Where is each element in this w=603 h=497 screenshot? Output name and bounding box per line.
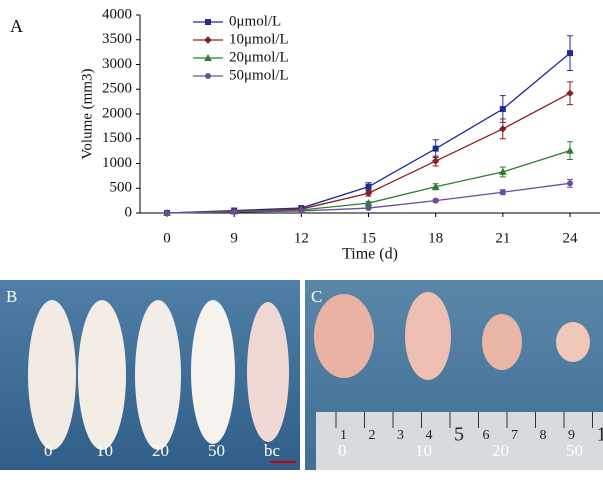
marker	[299, 209, 304, 214]
legend-label: 20μmol/L	[229, 49, 289, 65]
photo-label: bc	[264, 441, 281, 460]
ruler-number: 4	[426, 428, 433, 443]
tumor	[314, 294, 374, 378]
photo-label: 10	[96, 441, 113, 460]
y-tick-label: 2000	[102, 105, 132, 121]
x-tick-label: 18	[428, 230, 443, 246]
photo-label: 0	[338, 441, 347, 460]
marker	[433, 198, 438, 203]
x-tick-label: 15	[361, 230, 376, 246]
x-tick-label: 0	[163, 230, 171, 246]
x-tick-label: 9	[230, 230, 238, 246]
marker	[205, 37, 211, 43]
x-axis-label: Time (d)	[342, 246, 398, 263]
marker	[232, 210, 237, 215]
mouse	[191, 300, 235, 444]
photo-label: 10	[415, 441, 432, 460]
ruler-number: 1	[340, 428, 347, 443]
ruler-number: 9	[568, 428, 575, 443]
tumor	[556, 322, 590, 362]
ruler-number: 2	[369, 428, 376, 443]
marker	[568, 51, 573, 56]
mouse	[78, 300, 126, 450]
legend-label: 0μmol/L	[229, 13, 281, 29]
ruler-number: 8	[540, 428, 547, 443]
marker	[567, 148, 573, 154]
y-tick-label: 1000	[102, 155, 132, 171]
x-tick-label: 21	[495, 230, 510, 246]
marker	[366, 206, 371, 211]
marker	[165, 211, 170, 216]
photo-label: 0	[44, 441, 53, 460]
tumor	[405, 292, 451, 380]
photo-label: 20	[492, 441, 509, 460]
legend-label: 10μmol/L	[229, 31, 289, 47]
mouse	[28, 300, 76, 450]
y-tick-label: 0	[125, 204, 133, 220]
photo-c: C 0 10 20 50 1 2 3 4 5 6 7 8 9 10	[305, 280, 603, 470]
photo-label: 50	[566, 441, 583, 460]
legend-label: 50μmol/L	[229, 67, 289, 83]
marker	[567, 90, 573, 96]
x-tick-label: 24	[563, 230, 579, 246]
ruler-number: 5	[454, 424, 464, 446]
y-tick-label: 500	[110, 180, 133, 196]
photo-b: B 0 10 20 50 bc	[0, 280, 300, 470]
y-tick-label: 3000	[102, 56, 132, 72]
marker	[500, 190, 505, 195]
ruler-number: 3	[397, 428, 404, 443]
y-tick-label: 3500	[102, 31, 132, 47]
marker	[568, 181, 573, 186]
y-tick-label: 2500	[102, 81, 132, 97]
marker	[206, 20, 211, 25]
panel-label: C	[311, 287, 322, 306]
y-tick-label: 4000	[102, 6, 132, 22]
marker	[366, 184, 371, 189]
marker	[206, 74, 211, 79]
y-axis-label: Volume (mm3)	[79, 69, 95, 160]
marker	[500, 107, 505, 112]
ruler-number: 10	[597, 424, 603, 446]
panel-label: A	[10, 16, 23, 36]
x-tick-label: 12	[294, 230, 309, 246]
tumor	[482, 314, 522, 370]
photo-label: 50	[208, 441, 225, 460]
marker	[500, 126, 506, 132]
panel-label: B	[6, 287, 17, 306]
y-tick-label: 1500	[102, 130, 132, 146]
ruler-number: 6	[483, 428, 490, 443]
ruler-number: 7	[511, 428, 518, 443]
marker	[433, 158, 439, 164]
mouse	[135, 300, 181, 450]
photo-label: 20	[152, 441, 169, 460]
marker	[433, 146, 438, 151]
mouse	[247, 302, 289, 442]
figure: A Time (d) Volume (mm3) B 0102050bc C 01…	[0, 0, 603, 497]
